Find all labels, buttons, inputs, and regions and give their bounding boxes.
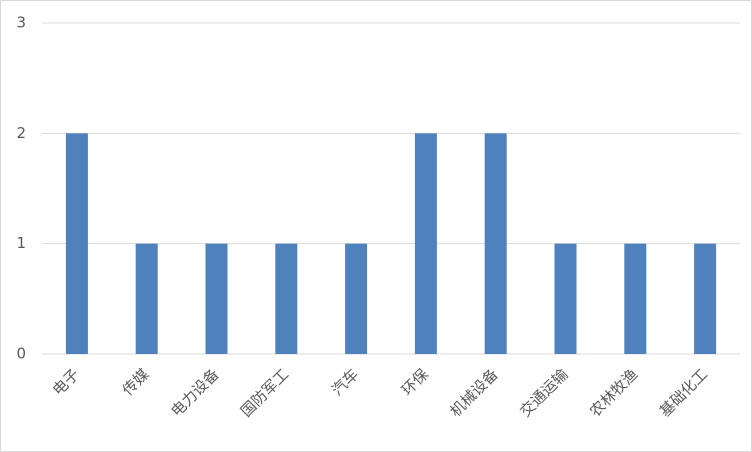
y-tick-label: 0 <box>16 345 26 363</box>
bar <box>205 243 228 354</box>
bar <box>275 243 298 354</box>
bar <box>135 243 158 354</box>
y-tick-label: 3 <box>16 14 26 32</box>
bar <box>554 243 577 354</box>
y-tick-label: 1 <box>16 234 26 252</box>
bar <box>624 243 647 354</box>
bar <box>694 243 717 354</box>
bar <box>65 133 88 354</box>
bar <box>484 133 507 354</box>
bar <box>414 133 437 354</box>
bar <box>345 243 368 354</box>
y-tick-label: 2 <box>16 124 26 142</box>
